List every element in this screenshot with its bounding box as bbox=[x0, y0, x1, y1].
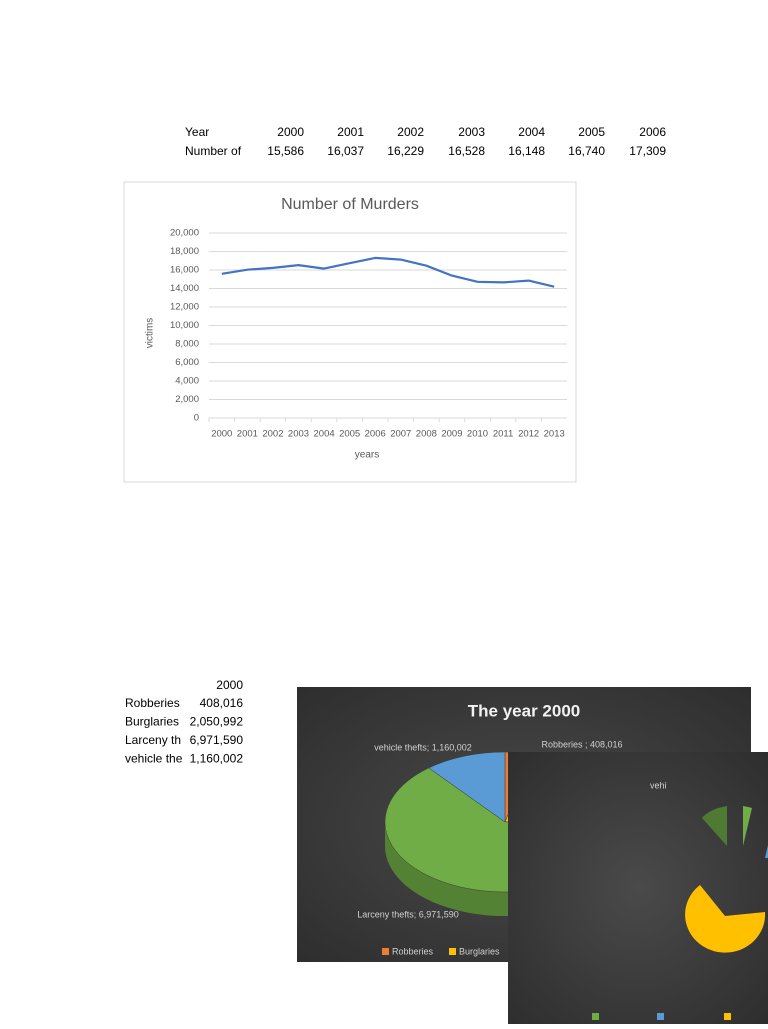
x-tick-label: 2000 bbox=[211, 429, 232, 440]
x-tick-label: 2005 bbox=[339, 429, 360, 440]
x-tick-label: 2008 bbox=[416, 429, 437, 440]
overlay-legend-swatch bbox=[592, 1013, 599, 1020]
overlay-chart bbox=[508, 752, 768, 1024]
y-tick-label: 10,000 bbox=[170, 320, 199, 331]
y-tick-label: 20,000 bbox=[170, 228, 199, 239]
y-tick-label: 16,000 bbox=[170, 265, 199, 276]
x-tick-label: 2011 bbox=[493, 429, 513, 440]
table-cell: 2001 bbox=[337, 125, 364, 139]
overlay-slice bbox=[685, 885, 766, 953]
legend-swatch bbox=[449, 948, 456, 955]
legend-swatch bbox=[382, 948, 389, 955]
x-tick-label: 2004 bbox=[314, 429, 335, 440]
x-tick-label: 2006 bbox=[365, 429, 386, 440]
table-cell: 16,229 bbox=[387, 144, 424, 158]
table-cell: 16,528 bbox=[448, 144, 485, 158]
table-cell: 408,016 bbox=[200, 696, 244, 710]
line-chart-box bbox=[123, 181, 577, 483]
data-label: Robberies ; 408,016 bbox=[541, 739, 622, 749]
x-tick-label: 2009 bbox=[441, 429, 462, 440]
x-tick-label: 2003 bbox=[288, 429, 309, 440]
x-tick-label: 2001 bbox=[237, 429, 258, 440]
y-tick-label: 8,000 bbox=[175, 339, 199, 350]
x-tick-label: 2002 bbox=[262, 429, 283, 440]
x-tick-label: 2012 bbox=[518, 429, 539, 440]
table-cell: Larceny th bbox=[125, 733, 181, 747]
y-tick-label: 0 bbox=[194, 413, 199, 424]
table-cell: vehicle the bbox=[125, 752, 183, 766]
table-cell: 2005 bbox=[578, 125, 605, 139]
table-cell: 16,740 bbox=[568, 144, 605, 158]
data-label: vehicle thefts; 1,160,002 bbox=[374, 742, 472, 752]
table-cell: Year bbox=[185, 125, 209, 139]
table-cell: Burglaries bbox=[125, 715, 179, 729]
table-cell: 2002 bbox=[397, 125, 424, 139]
legend-label: Robberies bbox=[392, 946, 434, 956]
table-cell: 1,160,002 bbox=[190, 752, 244, 766]
table-cell: 2,050,992 bbox=[190, 715, 244, 729]
chart-title: Number of Murders bbox=[281, 196, 419, 213]
overlay-slice bbox=[743, 806, 752, 846]
y-tick-label: 18,000 bbox=[170, 246, 199, 257]
table-cell: 16,148 bbox=[508, 144, 545, 158]
table-cell: 17,309 bbox=[629, 144, 666, 158]
table-cell: 15,586 bbox=[267, 144, 304, 158]
overlay-slice bbox=[702, 806, 727, 846]
table-cell: 2000 bbox=[277, 125, 304, 139]
y-tick-label: 12,000 bbox=[170, 302, 199, 313]
chart-title: The year 2000 bbox=[468, 701, 580, 720]
pie-slice bbox=[428, 751, 506, 823]
y-axis-title: victims bbox=[145, 318, 156, 349]
table-cell: Number of bbox=[185, 144, 242, 158]
legend-label: Burglaries bbox=[459, 946, 500, 956]
y-tick-label: 14,000 bbox=[170, 283, 199, 294]
overlay-legend-swatch bbox=[724, 1013, 731, 1020]
overlay-slice bbox=[765, 845, 768, 858]
table-cell: 2004 bbox=[518, 125, 545, 139]
table-cell: 2003 bbox=[458, 125, 485, 139]
data-label: Larceny thefts; 6,971,590 bbox=[357, 909, 459, 919]
y-tick-label: 4,000 bbox=[175, 376, 199, 387]
table-header: 2000 bbox=[216, 678, 243, 692]
x-tick-label: 2007 bbox=[390, 429, 411, 440]
table-cell: Robberies bbox=[125, 696, 180, 710]
y-tick-label: 6,000 bbox=[175, 357, 199, 368]
x-axis-title: years bbox=[355, 450, 379, 461]
table-cell: 2006 bbox=[639, 125, 666, 139]
table-cell: 6,971,590 bbox=[190, 733, 244, 747]
x-tick-label: 2010 bbox=[467, 429, 488, 440]
overlay-label: vehi bbox=[650, 780, 667, 790]
overlay-legend-swatch bbox=[657, 1013, 664, 1020]
line-series bbox=[221, 256, 555, 288]
table-cell: 16,037 bbox=[327, 144, 364, 158]
x-tick-label: 2013 bbox=[544, 429, 565, 440]
y-tick-label: 2,000 bbox=[175, 394, 199, 405]
